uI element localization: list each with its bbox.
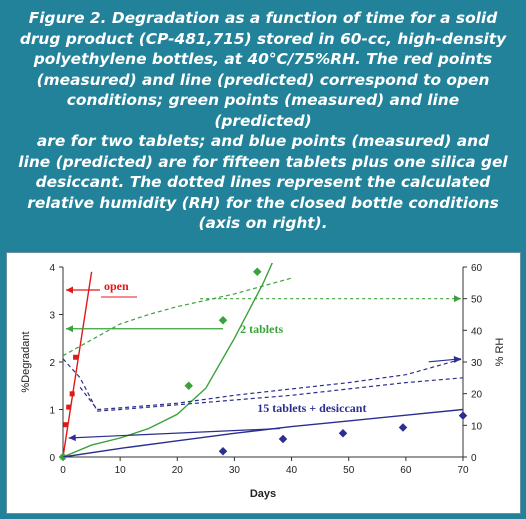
y-axis-label: %Degradant [20,331,32,392]
two-measured-point [218,315,228,325]
fifteen-measured-point [278,434,288,444]
x-axis-label: Days [250,488,276,500]
open-annotation-label: open [104,279,129,293]
fifteen-measured-point [218,447,228,456]
y2-tick-label: 30 [471,358,483,369]
two-rh-dotted-line [63,277,292,357]
fifteen-measured-point [458,411,468,420]
two-tablets-annotation-label: 2 tablets [240,322,283,336]
y-tick-label: 2 [49,358,55,369]
x-tick-label: 20 [172,465,184,476]
two-tablets-rh-right-arrow-head [454,295,461,303]
fifteen-predicted-line [63,408,463,457]
x-tick-label: 40 [286,465,298,476]
y2-tick-label: 40 [471,326,483,337]
fifteen-tablets-rh-arrow-head [453,355,461,363]
open-annotation-arrow-head [66,286,73,294]
fifteen-measured-point [338,429,348,438]
x-tick-label: 0 [60,465,66,476]
x-tick-label: 30 [229,465,241,476]
x-tick-label: 60 [400,465,412,476]
fifteen-tablets-arrow-head [68,434,76,442]
y2-tick-label: 20 [471,390,483,401]
y-tick-label: 3 [49,311,55,322]
two-measured-point [184,381,193,390]
y-tick-label: 4 [49,263,55,274]
two-predicted-line [63,263,273,457]
two-tablets-rh-arrow-head [66,325,73,333]
y-tick-label: 1 [49,406,55,417]
y2-tick-label: 60 [471,263,483,274]
figure-caption: Figure 2. Degradation as a function of t… [18,9,508,232]
two-measured-point [253,267,262,276]
x-tick-label: 70 [457,465,469,476]
y2-tick-label: 50 [471,295,483,306]
fifteen-measured-point [398,423,408,432]
fifteen-tablets-annotation-label: 15 tablets + desiccant [257,401,366,415]
open-measured-point [66,404,72,410]
fifteen-rh-dotted-line [63,358,463,412]
open-measured-point [73,354,79,360]
x-tick-label: 50 [343,465,355,476]
y-tick-label: 0 [49,453,55,464]
chart-panel: 0 10 20 30 40 50 60 70 0 1 2 3 4 0 10 20 30 40 50 60 Days %De… [6,252,521,514]
y2-tick-label: 10 [471,421,483,432]
open-measured-point [63,422,69,428]
fifteen-rh-dotted-line [79,358,463,411]
y2-tick-label: 0 [471,453,477,464]
open-predicted-line [63,271,93,457]
x-tick-label: 10 [115,465,127,476]
fifteen-tablets-arrow-line [68,427,281,439]
degradation-chart: 0 10 20 30 40 50 60 70012340102030405060Days%De… [20,263,506,500]
y2-axis-label: % RH [494,338,506,367]
